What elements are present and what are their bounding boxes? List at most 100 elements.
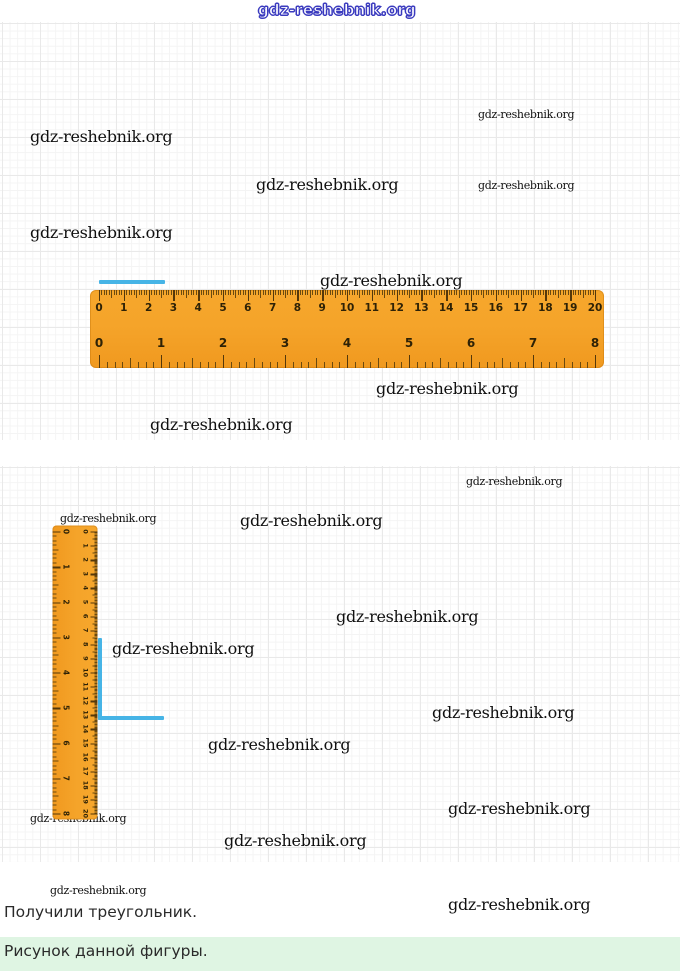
- ruler-tick: [250, 290, 252, 295]
- ruler-tick: [246, 362, 248, 368]
- ruler-tick: [178, 290, 180, 295]
- ruler-tick: [227, 290, 229, 295]
- ruler-number: 4: [194, 302, 202, 314]
- ruler-tick: [176, 362, 178, 368]
- ruler-number: 2: [144, 302, 153, 314]
- ruler-tick: [438, 290, 440, 295]
- ruler-tick: [440, 358, 441, 368]
- ruler-tick: [299, 290, 301, 295]
- ruler-tick: [441, 290, 443, 295]
- ruler-tick: [173, 290, 175, 301]
- ruler-tick: [475, 290, 477, 295]
- ruler-tick: [495, 290, 498, 301]
- site-watermark: gdz-reshebnik.org: [336, 607, 479, 626]
- ruler-tick: [126, 290, 128, 295]
- ruler-tick: [446, 290, 448, 301]
- ruler-tick: [361, 290, 363, 295]
- ruler-number: 8: [590, 336, 600, 350]
- ruler-tick: [418, 290, 420, 295]
- ruler-tick: [523, 290, 525, 295]
- ruler-tick: [540, 290, 542, 295]
- ruler-tick: [587, 362, 589, 368]
- ruler-number: 3: [61, 634, 70, 640]
- ruler-number: 20: [587, 302, 603, 314]
- ruler-tick: [145, 362, 147, 368]
- ruler-tick: [114, 362, 116, 368]
- ruler-tick: [267, 290, 269, 295]
- ruler-tick: [116, 290, 118, 295]
- ruler-tick: [370, 362, 372, 368]
- ruler-tick: [312, 290, 314, 295]
- ruler-tick: [242, 290, 244, 295]
- ruler-tick: [317, 290, 319, 295]
- ruler-tick: [542, 290, 544, 295]
- top-horizontal-segment: [99, 280, 165, 284]
- ruler-number: 16: [488, 302, 504, 314]
- ruler-tick: [508, 290, 510, 298]
- ruler-tick: [359, 290, 361, 298]
- site-watermark: gdz-reshebnik.org: [150, 415, 293, 434]
- ruler-tick: [151, 290, 153, 295]
- ruler-tick: [225, 290, 227, 295]
- ruler-tick: [99, 290, 101, 301]
- ruler-tick: [349, 290, 351, 295]
- ruler-tick: [379, 290, 381, 295]
- ruler-tick: [294, 290, 296, 295]
- ruler-tick: [347, 355, 349, 368]
- ruler-tick: [432, 362, 434, 368]
- ruler-tick: [230, 362, 232, 368]
- ruler-tick: [146, 290, 148, 295]
- ruler-tick: [314, 290, 316, 295]
- horizontal-ruler-cm-labels: 0 1 2 3 4 5 6 7 8 9 10 11 12 13 14 15 16 17 18 19 20: [90, 290, 604, 368]
- grid-paper-bottom: [0, 466, 680, 862]
- ruler-tick: [265, 290, 267, 295]
- ruler-tick: [483, 290, 485, 298]
- site-watermark: gdz-reshebnik.org: [448, 895, 591, 914]
- ruler-tick: [590, 290, 592, 295]
- ruler-tick: [478, 290, 480, 295]
- ruler-number: 1: [61, 563, 70, 569]
- site-watermark: gdz-reshebnik.org: [466, 475, 563, 488]
- site-watermark: gdz-reshebnik.org: [30, 127, 173, 146]
- ruler-tick: [455, 362, 457, 368]
- ruler-tick: [262, 290, 264, 295]
- ruler-tick: [587, 290, 589, 295]
- ruler-tick: [517, 362, 519, 368]
- ruler-tick: [218, 290, 220, 295]
- ruler-tick: [555, 290, 557, 295]
- ruler-number: 11: [364, 302, 380, 314]
- ruler-tick: [103, 290, 105, 295]
- site-watermark: gdz-reshebnik.org: [376, 379, 519, 398]
- ruler-tick: [247, 290, 250, 301]
- ruler-number: 7: [528, 336, 538, 350]
- site-watermark: gdz-reshebnik.org: [432, 703, 575, 722]
- ruler-tick: [232, 290, 234, 295]
- site-watermark: gdz-reshebnik.org: [30, 223, 173, 242]
- ruler-number: 12: [389, 302, 404, 314]
- ruler-tick: [468, 290, 470, 295]
- ruler-tick: [416, 290, 418, 295]
- ruler-tick: [443, 290, 445, 295]
- ruler-tick: [323, 362, 325, 368]
- ruler-tick: [215, 362, 217, 368]
- ruler-tick: [235, 290, 237, 298]
- ruler-tick: [451, 290, 453, 295]
- ruler-tick: [280, 290, 282, 295]
- ruler-tick: [421, 290, 423, 301]
- ruler-tick: [540, 362, 542, 368]
- ruler-tick: [448, 290, 450, 295]
- ruler-tick: [143, 290, 145, 295]
- ruler-tick: [168, 362, 170, 368]
- ruler-number: 8: [293, 302, 302, 314]
- ruler-tick: [582, 290, 584, 298]
- ruler-tick: [347, 290, 349, 301]
- ruler-tick: [537, 290, 539, 295]
- ruler-tick: [485, 290, 487, 295]
- ruler-tick: [393, 362, 395, 368]
- ruler-tick: [230, 290, 232, 295]
- ruler-number: 0: [95, 302, 103, 314]
- ruler-tick: [198, 290, 200, 301]
